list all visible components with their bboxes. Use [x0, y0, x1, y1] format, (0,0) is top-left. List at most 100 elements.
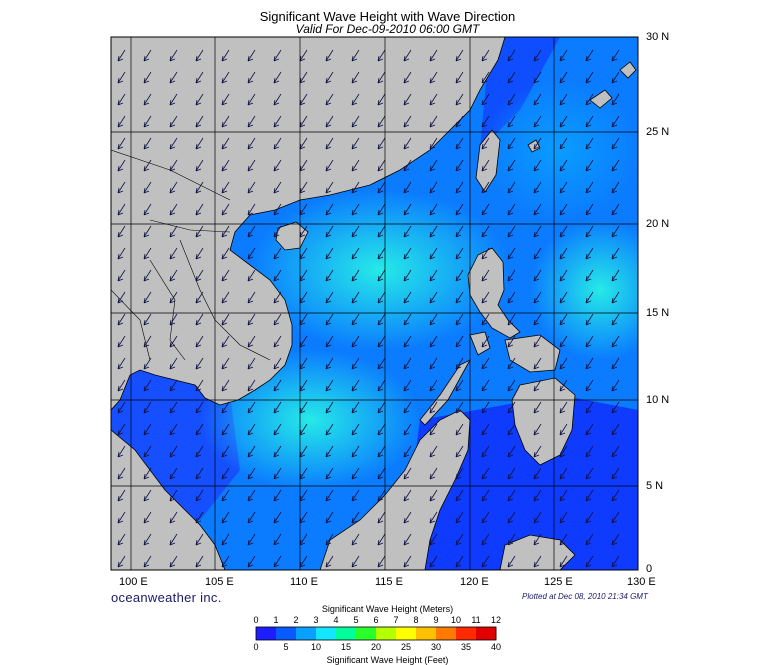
wave-arrow	[117, 335, 126, 348]
colorbar-title-meters: Significant Wave Height (Meters)	[321, 604, 454, 614]
wave-arrow	[143, 533, 152, 546]
wave-arrow	[403, 137, 412, 150]
colorbar-segment	[356, 627, 377, 640]
wave-arrow	[195, 93, 204, 106]
wave-arrow	[403, 467, 412, 480]
wave-arrow	[585, 379, 594, 392]
feet-tick-label: 25	[400, 642, 412, 652]
wave-arrow	[117, 247, 126, 260]
wave-arrow	[481, 555, 490, 568]
lon-label: 105 E	[205, 576, 234, 588]
visayas-islands	[504, 334, 561, 373]
colorbar-segment	[336, 627, 357, 640]
wave-arrow	[455, 489, 464, 502]
wave-arrow	[221, 291, 230, 304]
feet-tick-label: 0	[253, 642, 259, 652]
wave-arrow	[195, 555, 204, 568]
wave-arrow	[429, 225, 438, 238]
wave-arrow	[481, 137, 490, 150]
lat-label: 0	[646, 563, 653, 575]
wave-arrow	[481, 203, 490, 216]
wave-arrow	[533, 335, 542, 348]
colorbar-segment	[476, 627, 497, 640]
wave-arrow	[611, 115, 620, 128]
wave-arrow	[533, 445, 542, 458]
wave-arrow	[455, 137, 464, 150]
wave-arrow	[273, 555, 282, 568]
wave-arrow	[247, 555, 256, 568]
meter-tick-label: 12	[490, 615, 502, 625]
wave-arrow	[455, 335, 464, 348]
wave-arrow	[195, 357, 204, 370]
wave-arrow	[325, 269, 334, 282]
wave-arrow	[143, 49, 152, 62]
wave-arrow	[377, 291, 386, 304]
wave-arrow	[429, 555, 438, 568]
wave-arrow	[325, 489, 334, 502]
wave-arrow	[585, 489, 594, 502]
wave-arrow	[507, 533, 516, 546]
wave-arrow	[143, 203, 152, 216]
wave-arrow	[143, 225, 152, 238]
wave-arrow	[455, 291, 464, 304]
wave-arrow	[169, 533, 178, 546]
wave-arrow	[377, 401, 386, 414]
wave-arrow	[325, 159, 334, 172]
wave-arrow	[429, 445, 438, 458]
wave-arrow	[585, 71, 594, 84]
wave-arrow	[403, 335, 412, 348]
wave-arrow	[351, 291, 360, 304]
colorbar-segment	[316, 627, 337, 640]
wave-arrow	[247, 533, 256, 546]
wave-arrow	[247, 379, 256, 392]
wave-arrow	[585, 555, 594, 568]
mindoro-island	[469, 331, 491, 356]
wave-arrow	[559, 49, 568, 62]
wave-arrow	[143, 555, 152, 568]
wave-arrow	[455, 181, 464, 194]
wave-arrow	[117, 555, 126, 568]
wave-arrow	[325, 357, 334, 370]
wave-arrow	[351, 225, 360, 238]
wave-arrow	[221, 379, 230, 392]
wave-arrow	[117, 291, 126, 304]
colorbar-segment	[396, 627, 417, 640]
wave-arrow	[559, 335, 568, 348]
wave-arrow	[481, 533, 490, 546]
wave-arrow	[481, 71, 490, 84]
borneo	[319, 409, 471, 570]
wave-arrow	[533, 93, 542, 106]
wave-arrow	[533, 555, 542, 568]
wave-arrow	[169, 401, 178, 414]
wave-arrow	[351, 181, 360, 194]
wave-arrow	[195, 115, 204, 128]
wave-arrow	[585, 137, 594, 150]
meter-tick-label: 11	[471, 615, 481, 625]
wave-arrow	[455, 93, 464, 106]
wave-arrow	[221, 181, 230, 194]
wave-arrow	[559, 137, 568, 150]
wave-arrow	[247, 489, 256, 502]
wave-arrow	[455, 445, 464, 458]
wave-arrow	[611, 555, 620, 568]
wave-arrow	[559, 489, 568, 502]
meter-tick-label: 8	[413, 615, 419, 625]
wave-arrow	[117, 115, 126, 128]
ryukyu-island	[589, 89, 613, 109]
wave-arrow	[585, 423, 594, 436]
wave-arrow	[507, 225, 516, 238]
feet-tick-label: 15	[340, 642, 352, 652]
oceanweather-logo: oceanweather inc.	[111, 590, 222, 605]
wave-arrow	[455, 115, 464, 128]
malay-peninsula	[111, 429, 226, 570]
wave-arrow	[533, 423, 542, 436]
wave-arrow	[221, 335, 230, 348]
wave-arrow	[429, 159, 438, 172]
wave-arrow	[273, 49, 282, 62]
wave-arrow	[585, 269, 594, 282]
wave-arrow	[143, 445, 152, 458]
wave-arrow	[559, 159, 568, 172]
wave-arrow	[585, 181, 594, 194]
wave-arrow	[273, 159, 282, 172]
wave-arrow	[403, 511, 412, 524]
